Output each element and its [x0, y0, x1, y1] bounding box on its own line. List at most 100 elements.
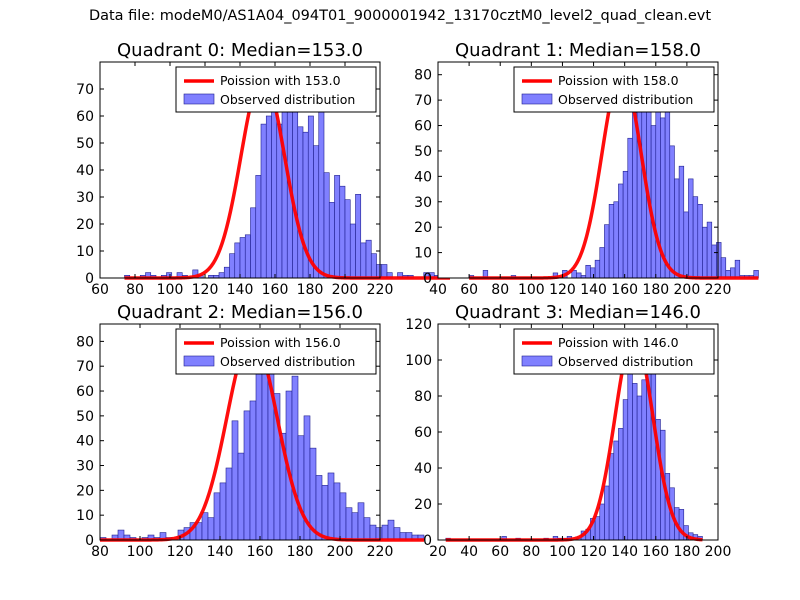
histogram-bar: [734, 259, 741, 279]
y-tick-label: 60: [414, 425, 432, 441]
histogram-bar: [231, 420, 239, 541]
histogram-bar: [344, 199, 351, 279]
x-tick-label: 100: [157, 282, 184, 298]
histogram-bar: [345, 507, 353, 541]
x-tick-label: 40: [460, 544, 478, 560]
histogram-bar: [255, 365, 263, 541]
x-tick-label: 200: [327, 544, 354, 560]
y-tick-label: 20: [76, 217, 94, 233]
histogram-bar: [327, 472, 335, 541]
legend-bar-label: Observed distribution: [558, 92, 693, 107]
histogram-bar: [711, 244, 717, 279]
legend: Poission with 146.0 Observed distribution: [513, 328, 715, 375]
legend-bar-label: Observed distribution: [220, 354, 355, 369]
x-tick-label: 120: [192, 282, 219, 298]
legend-bar-swatch: [183, 93, 215, 105]
subplot-title: Quadrant 3: Median=146.0: [455, 302, 701, 323]
histogram-bar: [692, 196, 699, 279]
histogram-bar: [702, 226, 708, 279]
subplot-title: Quadrant 1: Median=158.0: [455, 40, 701, 61]
histogram-bar: [357, 502, 365, 541]
histogram-bar: [636, 89, 643, 279]
histogram-bar: [321, 485, 329, 541]
histogram-bar: [328, 202, 335, 279]
subplot-2: 80 100 120 140 160 180 200 220 0 10 20 30 40 50 60 70 80…: [76, 302, 425, 560]
histogram-bar: [313, 145, 320, 279]
y-tick-label: 120: [405, 317, 432, 333]
histogram-bar: [599, 247, 605, 279]
y-tick-label: 20: [76, 483, 94, 499]
x-tick-label: 120: [580, 544, 607, 560]
x-tick-label: 220: [705, 282, 732, 298]
y-tick-label: 30: [414, 195, 432, 211]
x-tick-label: 200: [705, 544, 732, 560]
histogram-bar: [229, 253, 236, 279]
x-tick-label: 80: [522, 544, 540, 560]
legend-bar-swatch: [521, 93, 553, 105]
axes-frame: [437, 61, 719, 279]
histogram-bar: [594, 516, 601, 541]
x-tick-label: 160: [262, 282, 289, 298]
legend-bar-swatch: [521, 355, 553, 367]
x-tick-label: 100: [549, 544, 576, 560]
histogram-bar: [632, 112, 638, 279]
figure-suptitle: Data file: modeM0/AS1A04_094T01_90000019…: [88, 8, 712, 24]
histogram-bar: [339, 185, 346, 279]
x-tick-label: 160: [247, 544, 274, 560]
histogram-bar: [590, 267, 596, 279]
histogram-bar: [315, 475, 323, 541]
histogram-bar: [239, 237, 246, 279]
legend-box: [513, 328, 715, 375]
histogram-bar: [365, 239, 372, 279]
histogram-bar: [387, 519, 395, 541]
histogram-bar: [207, 517, 215, 541]
histogram-bar: [291, 375, 299, 541]
legend-line-label: Poission with 158.0: [558, 73, 679, 88]
y-tick-label: 30: [76, 459, 94, 475]
y-tick-label: 10: [414, 246, 432, 262]
x-tick-label: 180: [674, 544, 701, 560]
y-tick-label: 60: [414, 119, 432, 135]
legend-line-label: Poission with 153.0: [220, 73, 341, 88]
histogram-bar: [381, 264, 388, 279]
histogram-bar: [218, 272, 225, 279]
y-tick-label: 80: [414, 68, 432, 84]
x-tick-label: 80: [491, 282, 509, 298]
histogram-bar: [604, 224, 610, 279]
histogram-bar: [720, 257, 727, 279]
x-tick-label: 220: [367, 282, 394, 298]
x-tick-label: 160: [642, 544, 669, 560]
legend-box: [175, 66, 377, 113]
x-tick-label: 180: [297, 282, 324, 298]
histogram-bar: [363, 517, 371, 541]
histogram-bar: [641, 379, 647, 541]
x-tick-label: 80: [91, 544, 109, 560]
histogram-bar: [351, 512, 359, 541]
histogram-bar: [360, 242, 367, 279]
histogram-bar: [585, 264, 591, 279]
subplot-3: 20 40 60 80 100 120 140 160 180 20002040608010012…: [405, 302, 731, 560]
y-tick-label: 50: [414, 144, 432, 160]
histogram-bar: [706, 221, 713, 279]
x-tick-label: 220: [367, 544, 394, 560]
y-tick-label: 50: [76, 136, 94, 152]
y-tick-label: 40: [76, 434, 94, 450]
histogram-bar: [618, 183, 624, 279]
y-tick-label: 80: [76, 334, 94, 350]
legend: Poission with 156.0 Observed distribution: [175, 328, 377, 375]
x-tick-label: 140: [611, 544, 638, 560]
legend: Poission with 158.0 Observed distribution: [513, 66, 715, 113]
histogram-bar: [375, 527, 383, 541]
x-tick-label: 180: [287, 544, 314, 560]
histogram-bar: [297, 435, 305, 541]
histogram-bar: [223, 266, 230, 279]
y-tick-label: 100: [405, 353, 432, 369]
histogram-bar: [250, 207, 257, 279]
histogram-bar: [576, 272, 582, 279]
histogram-bar: [627, 137, 633, 279]
x-tick-label: 60: [460, 282, 478, 298]
x-tick-label: 40: [429, 282, 447, 298]
histogram-bar: [381, 524, 389, 541]
histogram-bar: [219, 482, 227, 541]
